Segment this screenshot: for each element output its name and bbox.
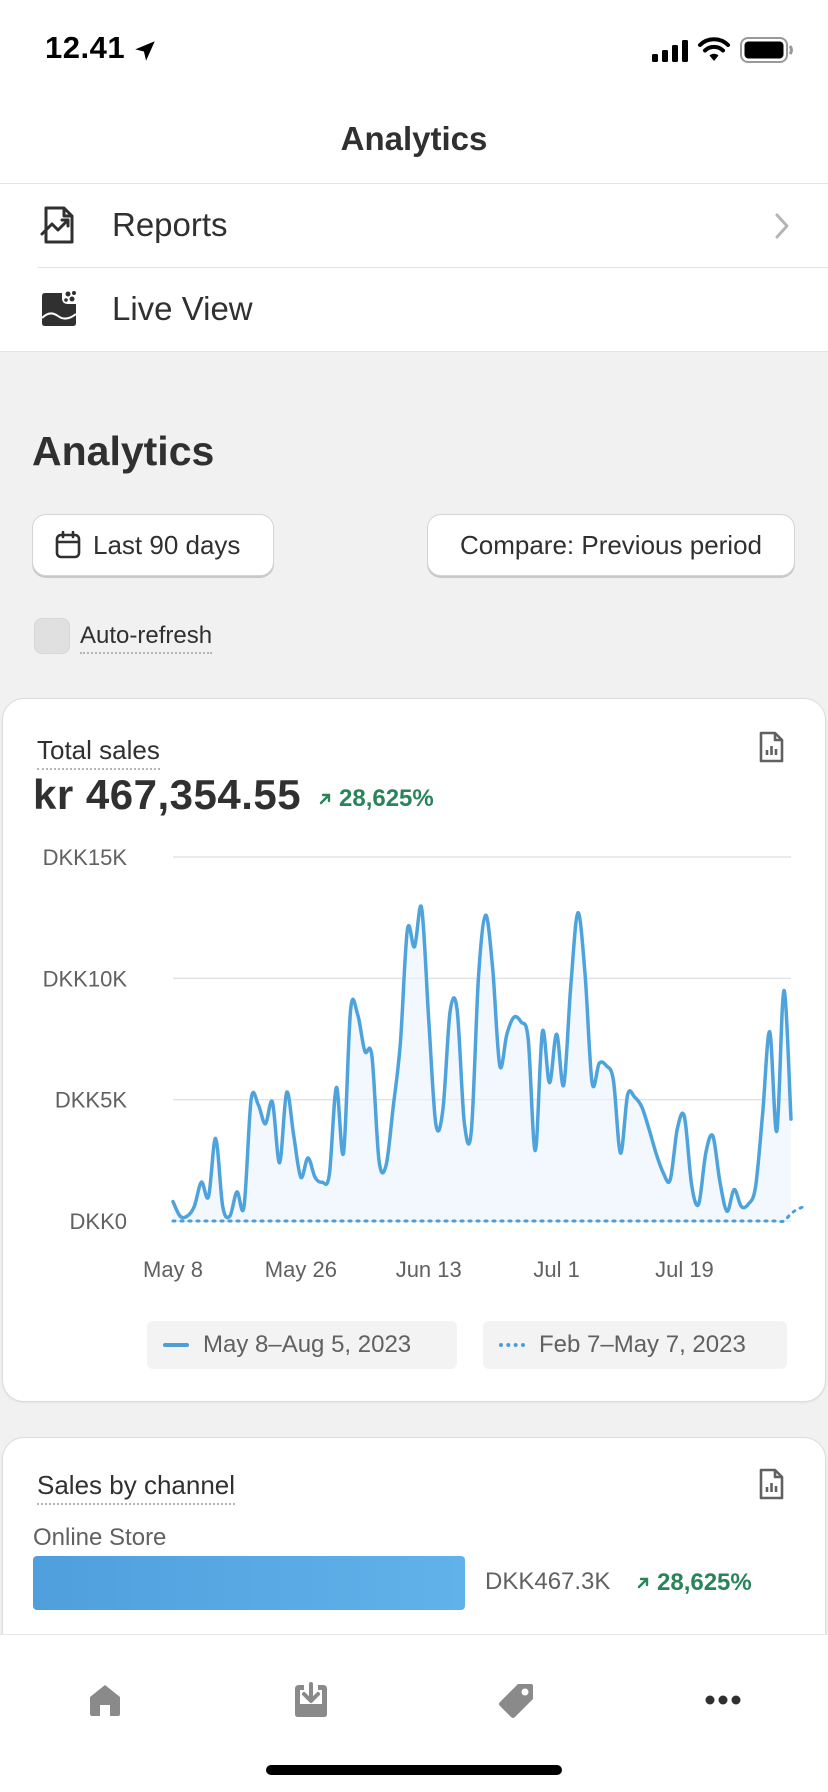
tab-more[interactable] [698, 1675, 748, 1725]
cellular-signal-icon [652, 40, 688, 62]
nav-title: Analytics [340, 120, 488, 157]
reports-icon [40, 206, 74, 244]
auto-refresh-label: Auto-refresh [80, 622, 213, 654]
more-icon [705, 1695, 741, 1705]
legend-current-label: May 8–Aug 5, 2023 [203, 1331, 412, 1358]
series-line-current [171, 904, 793, 1220]
arrow-up-right-icon [319, 793, 331, 805]
date-range-label: Last 90 days [93, 529, 241, 560]
legend-dotted-swatch [499, 1343, 525, 1347]
status-time: 12.41 [45, 30, 126, 65]
wifi-icon [698, 37, 730, 61]
tab-products[interactable] [492, 1675, 542, 1725]
x-tick-label: May 8 [143, 1257, 203, 1282]
menu-label-reports: Reports [112, 206, 228, 243]
home-icon [90, 1685, 120, 1716]
x-tick-label: May 26 [265, 1257, 337, 1282]
arrow-up-right-icon [637, 1577, 649, 1589]
tab-bar [0, 1634, 828, 1792]
status-bar: 12.41 [0, 0, 828, 94]
battery-icon [740, 37, 793, 63]
chevron-right-icon [775, 213, 789, 239]
series-area-current [173, 905, 791, 1221]
menu-label-live-view: Live View [112, 290, 253, 327]
channel-delta: 28,625% [637, 1569, 752, 1597]
tab-orders[interactable] [286, 1675, 336, 1725]
compare-button[interactable]: Compare: Previous period [427, 514, 795, 576]
y-tick-label: DKK15K [43, 845, 128, 870]
menu-item-live-view[interactable]: Live View [0, 268, 828, 352]
legend-item-current[interactable]: May 8–Aug 5, 2023 [147, 1321, 457, 1369]
compare-label: Compare: Previous period [459, 529, 763, 560]
page-title: Analytics [32, 428, 215, 474]
total-sales-delta: 28,625% [319, 785, 434, 813]
total-sales-chart: DKK15K DKK10K DKK5K DKK0 May 8 May 26 Jun 13 J… [43, 845, 807, 1282]
report-document-icon[interactable] [757, 731, 785, 763]
y-tick-label: DKK0 [70, 1209, 127, 1234]
legend-previous-label: Feb 7–May 7, 2023 [539, 1331, 746, 1358]
channel-name: Online Store [33, 1524, 167, 1551]
live-view-icon [41, 291, 77, 326]
menu-divider [38, 267, 828, 268]
series-line-previous [171, 1204, 807, 1224]
sales-by-channel-label[interactable]: Sales by channel [37, 1470, 236, 1505]
x-axis: May 8 May 26 Jun 13 Jul 1 Jul 19 [143, 1257, 714, 1282]
home-indicator [266, 1765, 562, 1775]
channel-bar [33, 1556, 465, 1610]
analytics-menu: Reports Live View [0, 184, 828, 352]
total-sales-label[interactable]: Total sales [37, 735, 160, 770]
y-tick-label: DKK5K [55, 1088, 127, 1113]
total-sales-card: Total sales kr 467,354.55 28,625% DKK15K… [2, 698, 826, 1402]
orders-icon [295, 1682, 327, 1717]
legend-solid-swatch [163, 1343, 189, 1347]
nav-header: Analytics [0, 94, 828, 184]
calendar-icon [55, 531, 81, 559]
legend-item-previous[interactable]: Feb 7–May 7, 2023 [483, 1321, 787, 1369]
report-document-icon[interactable] [757, 1468, 785, 1500]
y-tick-label: DKK10K [43, 966, 128, 991]
date-range-button[interactable]: Last 90 days [32, 514, 274, 576]
menu-item-reports[interactable]: Reports [0, 184, 828, 268]
products-tag-icon [499, 1684, 533, 1718]
location-arrow-icon [135, 41, 155, 61]
x-tick-label: Jun 13 [396, 1257, 462, 1282]
auto-refresh-checkbox[interactable] [34, 618, 70, 654]
total-sales-value: kr 467,354.55 [33, 771, 302, 818]
x-tick-label: Jul 1 [533, 1257, 579, 1282]
x-tick-label: Jul 19 [655, 1257, 714, 1282]
tab-home[interactable] [80, 1675, 130, 1725]
channel-value: DKK467.3K [485, 1568, 611, 1595]
total-sales-delta-value: 28,625% [339, 785, 434, 812]
channel-delta-value: 28,625% [657, 1569, 752, 1596]
